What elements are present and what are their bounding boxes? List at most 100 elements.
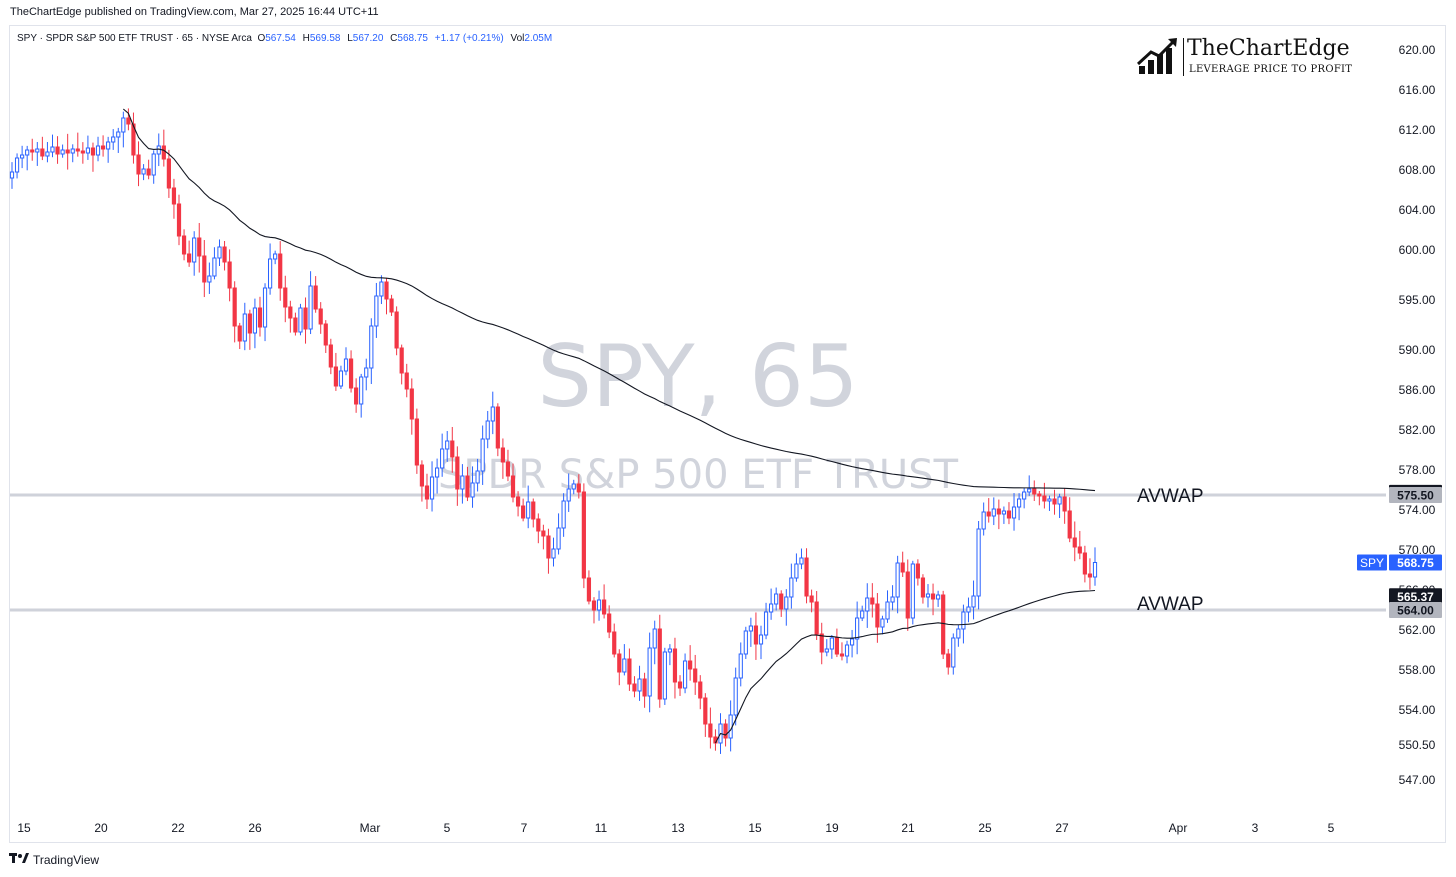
candle — [915, 559, 920, 586]
candle-body — [131, 123, 136, 156]
candle-body — [1082, 552, 1087, 575]
candle — [814, 591, 819, 641]
candle-body — [90, 147, 96, 156]
candle — [976, 520, 981, 610]
candle-body — [556, 527, 561, 550]
chart-frame — [9, 25, 1446, 843]
candle — [617, 649, 622, 686]
legend-low-label: L — [347, 33, 353, 44]
candle-body — [440, 448, 445, 469]
candle — [283, 275, 288, 323]
candle-body — [693, 668, 698, 683]
candle-body — [1037, 493, 1042, 497]
candle — [131, 112, 136, 164]
brand-logo: TheChartEdge LEVERAGE PRICE TO PROFIT — [1137, 36, 1377, 80]
price-axis: 620.00 616.00 612.00 608.00 604.00 600.00 595.… — [1399, 43, 1436, 787]
candle-body — [55, 146, 60, 155]
candle-body — [667, 648, 672, 653]
candle — [293, 312, 298, 336]
candle-body — [708, 723, 713, 738]
candle — [207, 262, 212, 294]
candle — [429, 461, 435, 512]
candle — [490, 391, 495, 435]
candle — [769, 588, 774, 620]
candle-body — [763, 611, 769, 636]
tradingview-footer[interactable]: TradingView — [9, 852, 99, 867]
x-tick-label: 19 — [825, 821, 839, 835]
candle — [161, 129, 166, 167]
candle-body — [905, 571, 910, 619]
candle-body — [100, 145, 106, 150]
candle-body — [961, 611, 966, 630]
candle — [328, 338, 333, 375]
candle — [971, 580, 976, 620]
candle — [470, 466, 475, 508]
candle-body — [865, 597, 870, 612]
candle-body — [855, 617, 860, 640]
candle-body — [20, 154, 25, 159]
candle — [288, 300, 293, 333]
candle-body — [187, 253, 192, 263]
candle-body — [166, 158, 171, 189]
price-badge-box — [1389, 487, 1442, 503]
candle — [672, 637, 678, 699]
candle-body — [885, 601, 890, 620]
legend-vol: 2.05M — [524, 33, 553, 44]
y-tick-label: 570.00 — [1399, 543, 1436, 557]
y-tick-label: 608.00 — [1399, 163, 1436, 177]
level-lines — [10, 493, 1386, 612]
candle — [1047, 495, 1052, 511]
candle — [70, 144, 75, 163]
watermark-symbol: SPY, 65 — [537, 327, 858, 427]
candle-body — [1011, 506, 1017, 519]
candle-body — [429, 476, 435, 500]
candle — [708, 707, 713, 749]
candle-body — [966, 606, 971, 613]
candle-body — [212, 257, 217, 277]
candle — [227, 249, 232, 302]
candle — [860, 605, 865, 622]
candle-body — [571, 483, 576, 490]
candle-body — [632, 683, 637, 692]
candle — [1082, 545, 1087, 583]
candle-body — [384, 281, 389, 300]
y-tick-label: 558.00 — [1399, 663, 1436, 677]
candle-body — [814, 601, 819, 635]
candle — [389, 294, 394, 316]
candle-body — [126, 117, 131, 125]
candle-body — [794, 563, 799, 579]
x-tick-label: 5 — [444, 821, 451, 835]
candle — [748, 617, 753, 647]
candle-body — [753, 625, 759, 645]
candle-body — [677, 681, 683, 689]
candle — [895, 555, 900, 614]
candle — [991, 497, 996, 526]
candle — [875, 593, 880, 643]
candle — [627, 648, 632, 691]
candle — [65, 133, 70, 170]
candle-body — [1022, 491, 1027, 500]
candle — [343, 347, 349, 376]
candle-body — [774, 593, 779, 605]
footer-text: TradingView — [33, 852, 100, 867]
candle — [556, 513, 561, 555]
candle — [176, 194, 182, 246]
candle — [541, 524, 546, 550]
candle-body — [981, 511, 986, 530]
candle-body — [399, 347, 404, 374]
candle — [647, 632, 652, 713]
x-tick-label: 3 — [1252, 821, 1259, 835]
candle — [900, 551, 905, 578]
candle — [733, 667, 738, 726]
candle — [455, 446, 460, 506]
candle — [278, 241, 283, 301]
candle — [966, 597, 971, 623]
candle — [738, 642, 743, 687]
candle — [237, 322, 242, 350]
candle-body — [323, 323, 328, 346]
candle — [75, 132, 80, 157]
candle-body — [25, 149, 30, 156]
candle-body — [9, 171, 15, 179]
x-tick-label: 7 — [521, 821, 528, 835]
